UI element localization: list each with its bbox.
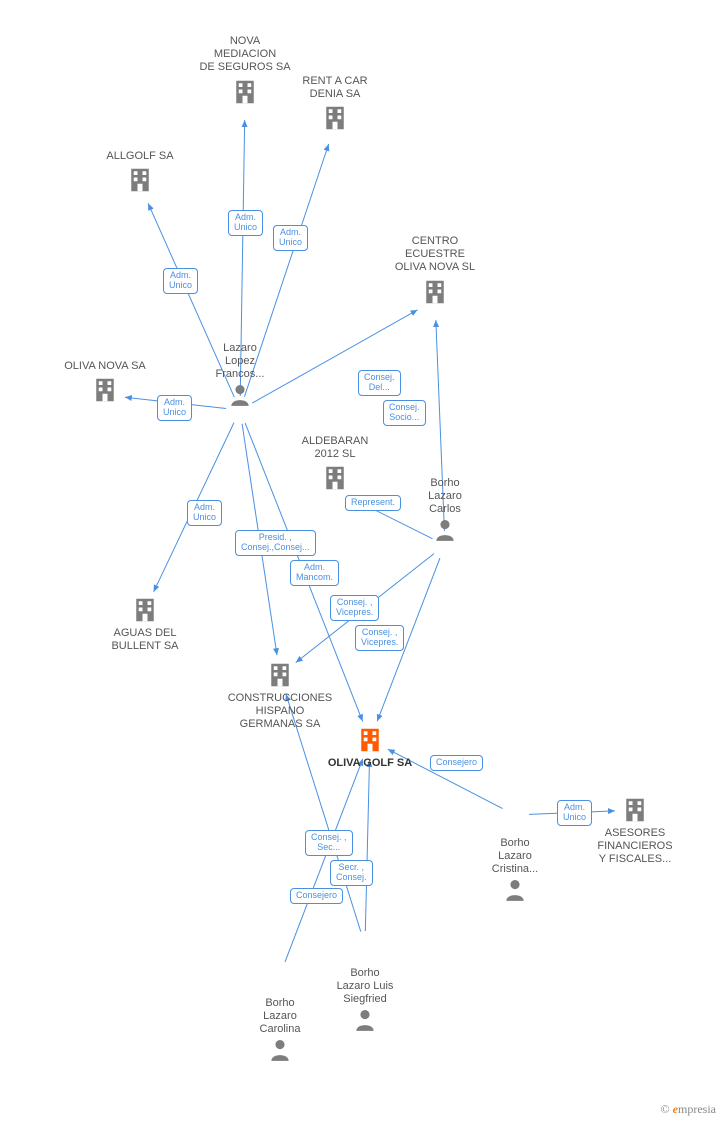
- person-icon: [352, 1007, 378, 1033]
- building-icon: [90, 375, 120, 405]
- person-icon: [432, 517, 458, 543]
- edge-label: Adm.Unico: [273, 225, 308, 251]
- building-icon: [620, 795, 650, 825]
- person-node-lazaro[interactable]: Lazaro Lopez Francos...: [185, 340, 295, 408]
- node-label: Borho Lazaro Cristina...: [460, 837, 570, 877]
- company-node-aguas[interactable]: AGUAS DEL BULLENT SA: [90, 595, 200, 653]
- building-icon: [230, 77, 260, 107]
- edge-label: Represent.: [345, 495, 401, 511]
- edge-label: Consejero: [430, 755, 483, 771]
- building-icon: [320, 103, 350, 133]
- edge-line: [365, 760, 369, 931]
- company-node-allgolf[interactable]: ALLGOLF SA: [85, 150, 195, 195]
- edge-label: Adm.Unico: [157, 395, 192, 421]
- building-icon: [265, 660, 295, 690]
- building-icon: [420, 277, 450, 307]
- company-node-construcciones[interactable]: CONSTRUCCIONES HISPANO GERMANAS SA: [225, 660, 335, 732]
- company-node-rentacar[interactable]: RENT A CAR DENIA SA: [280, 75, 390, 133]
- edge-label: Consej. ,Vicepres.: [330, 595, 379, 621]
- node-label: Borho Lazaro Luis Siegfried: [310, 967, 420, 1007]
- person-icon: [267, 1037, 293, 1063]
- node-label: NOVA MEDIACION DE SEGUROS SA: [190, 35, 300, 75]
- node-label: RENT A CAR DENIA SA: [280, 75, 390, 101]
- person-node-borho_luis[interactable]: Borho Lazaro Luis Siegfried: [310, 965, 420, 1033]
- edge-label: Adm.Unico: [187, 500, 222, 526]
- edge-label: Secr. ,Consej.: [330, 860, 373, 886]
- building-icon: [125, 165, 155, 195]
- node-label: OLIVA NOVA SA: [50, 360, 160, 373]
- edge-label: Adm.Mancom.: [290, 560, 339, 586]
- edge-label: Consej.Del...: [358, 370, 401, 396]
- company-node-centro[interactable]: CENTRO ECUESTRE OLIVA NOVA SL: [380, 235, 490, 307]
- edge-label: Adm.Unico: [557, 800, 592, 826]
- node-label: Borho Lazaro Carlos: [390, 477, 500, 517]
- edge-label: Presid. ,Consej.,Consej...: [235, 530, 316, 556]
- person-icon: [502, 877, 528, 903]
- person-node-borho_cristina[interactable]: Borho Lazaro Cristina...: [460, 835, 570, 903]
- building-icon: [320, 463, 350, 493]
- edge-label: Adm.Unico: [228, 210, 263, 236]
- node-label: OLIVA GOLF SA: [315, 757, 425, 770]
- node-label: ALLGOLF SA: [85, 150, 195, 163]
- node-label: CENTRO ECUESTRE OLIVA NOVA SL: [380, 235, 490, 275]
- node-label: ALDEBARAN 2012 SL: [280, 435, 390, 461]
- company-node-aldebaran[interactable]: ALDEBARAN 2012 SL: [280, 435, 390, 493]
- edge-label: Consej. ,Vicepres.: [355, 625, 404, 651]
- person-icon: [227, 382, 253, 408]
- edge-label: Consej. ,Sec...: [305, 830, 353, 856]
- company-node-olivagolf[interactable]: OLIVA GOLF SA: [315, 725, 425, 770]
- person-node-borho_carlos[interactable]: Borho Lazaro Carlos: [390, 475, 500, 543]
- footer-credit: © empresia: [661, 1102, 716, 1117]
- node-label: Lazaro Lopez Francos...: [185, 342, 295, 382]
- edge-label: Consej.Socio...: [383, 400, 426, 426]
- edge-label: Consejero: [290, 888, 343, 904]
- building-icon: [355, 725, 385, 755]
- company-node-olivanova[interactable]: OLIVA NOVA SA: [50, 360, 160, 405]
- edge-label: Adm.Unico: [163, 268, 198, 294]
- building-icon: [130, 595, 160, 625]
- company-node-asesores[interactable]: ASESORES FINANCIEROS Y FISCALES...: [580, 795, 690, 867]
- node-label: AGUAS DEL BULLENT SA: [90, 627, 200, 653]
- node-label: ASESORES FINANCIEROS Y FISCALES...: [580, 827, 690, 867]
